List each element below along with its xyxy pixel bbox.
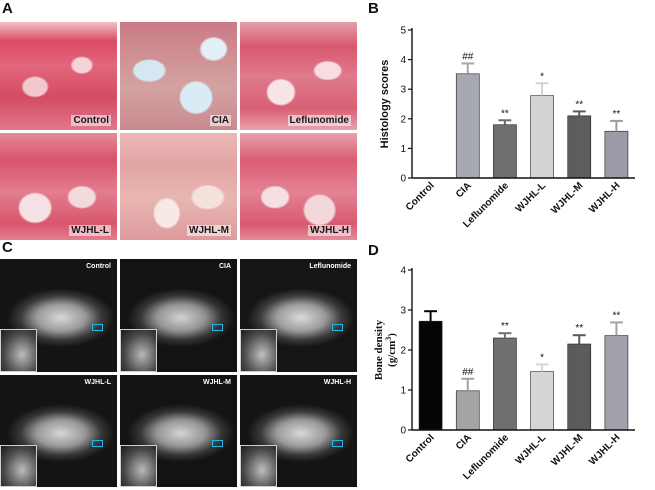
y-axis-label: Bone density xyxy=(373,319,385,380)
xray-tile-cia: CIA xyxy=(120,259,237,372)
histology-tile-control: Control xyxy=(0,22,117,130)
xray-tile-leflunomide: Leflunomide xyxy=(240,259,357,372)
x-tick-label: Control xyxy=(404,180,437,213)
histology-tile-label: Leflunomide xyxy=(287,114,351,126)
panel-letter-a: A xyxy=(2,0,13,17)
histology-tile-label: WJHL-H xyxy=(308,225,351,236)
bar-wjhl-h xyxy=(604,335,629,431)
significance-label: ** xyxy=(613,310,621,321)
xray-tile-wjhl-h: WJHL-H xyxy=(240,374,357,487)
bar-cia xyxy=(455,73,480,179)
histology-tile-wjhl-h: WJHL-H xyxy=(240,132,357,240)
y-tick-label: 3 xyxy=(400,85,406,96)
xray-roi-marker xyxy=(212,324,223,332)
xray-tile-wjhl-l: WJHL-L xyxy=(0,374,117,487)
bar-wjhl-l xyxy=(530,95,554,179)
x-tick-label: WJHL-L xyxy=(514,180,548,214)
xray-roi-marker xyxy=(212,439,223,447)
panel-letter-b: B xyxy=(368,0,379,17)
bar-leflunomide xyxy=(493,124,517,179)
xray-roi-marker xyxy=(332,439,343,447)
x-tick-label: WJHL-M xyxy=(549,432,585,468)
xray-inset xyxy=(240,444,278,487)
xray-roi-marker xyxy=(92,439,103,447)
y-tick-label: 5 xyxy=(400,26,406,37)
significance-label: ** xyxy=(501,321,509,332)
x-tick-label: WJHL-H xyxy=(587,180,622,215)
significance-label: ## xyxy=(462,51,474,62)
y-tick-label: 2 xyxy=(400,114,406,125)
xray-tile-wjhl-m: WJHL-M xyxy=(120,374,237,487)
histology-tile-wjhl-l: WJHL-L xyxy=(0,132,117,240)
panel-letter-d: D xyxy=(368,242,379,259)
y-axis-label: Histology scores xyxy=(379,60,391,149)
bar-cia xyxy=(455,390,480,431)
panel-letter-c: C xyxy=(2,239,13,256)
xray-roi-marker xyxy=(332,324,343,332)
xray-roi-marker xyxy=(92,324,103,332)
histology-tile-leflunomide: Leflunomide xyxy=(240,22,357,130)
y-tick-label: 2 xyxy=(400,346,406,357)
histology-tile-label: Control xyxy=(71,114,111,126)
xray-tile-label: Leflunomide xyxy=(309,263,351,270)
histology-tile-wjhl-m: WJHL-M xyxy=(120,132,237,240)
bar-leflunomide xyxy=(493,337,517,431)
histology-tile-cia: CIA xyxy=(120,22,237,130)
x-tick-label: WJHL-L xyxy=(514,432,548,466)
x-tick-label: WJHL-M xyxy=(549,180,585,216)
y-tick-label: 0 xyxy=(400,174,406,185)
xray-tile-control: Control xyxy=(0,259,117,372)
x-tick-label: Control xyxy=(404,432,437,465)
xray-inset xyxy=(0,329,38,372)
xray-inset xyxy=(120,329,158,372)
y-tick-label: 3 xyxy=(400,306,406,317)
x-tick-label: CIA xyxy=(454,180,474,200)
bar-wjhl-m xyxy=(567,343,592,431)
significance-label: ** xyxy=(575,99,583,110)
bar-control xyxy=(418,320,443,431)
xray-tile-label: WJHL-H xyxy=(323,378,351,386)
significance-label: ## xyxy=(462,367,474,378)
y-tick-label: 4 xyxy=(400,266,406,277)
histology-tile-label: WJHL-L xyxy=(69,225,111,236)
y-tick-label: 4 xyxy=(400,55,406,66)
bar-wjhl-l xyxy=(530,371,554,431)
histology-tile-label: CIA xyxy=(209,114,231,126)
xray-tile-label: WJHL-L xyxy=(84,378,111,386)
xray-tile-label: Control xyxy=(86,263,111,270)
y-tick-label: 1 xyxy=(400,144,406,155)
xray-tile-label: CIA xyxy=(218,263,231,270)
xray-inset xyxy=(120,444,158,487)
y-tick-label: 1 xyxy=(400,386,406,397)
x-tick-label: WJHL-H xyxy=(587,432,622,467)
significance-label: * xyxy=(540,71,544,82)
bar-wjhl-h xyxy=(604,130,629,179)
significance-label: * xyxy=(540,352,544,363)
histology-tile-label: WJHL-M xyxy=(187,225,231,236)
y-tick-label: 0 xyxy=(400,426,406,437)
significance-label: ** xyxy=(501,108,509,119)
bar-wjhl-m xyxy=(567,115,592,179)
x-tick-label: CIA xyxy=(454,432,474,452)
significance-label: ** xyxy=(575,323,583,334)
xray-image-grid: Control CIA Leflunomide WJHL-L WJHL-M WJ… xyxy=(0,259,357,487)
xray-inset xyxy=(0,444,38,487)
xray-tile-label: WJHL-M xyxy=(203,378,231,386)
significance-label: ** xyxy=(613,109,621,120)
xray-inset xyxy=(240,329,278,372)
y-axis-unit: (g/cm3) xyxy=(384,333,399,367)
histology-image-grid: Control CIA Leflunomide WJHL-L WJHL-M WJ… xyxy=(0,22,357,240)
